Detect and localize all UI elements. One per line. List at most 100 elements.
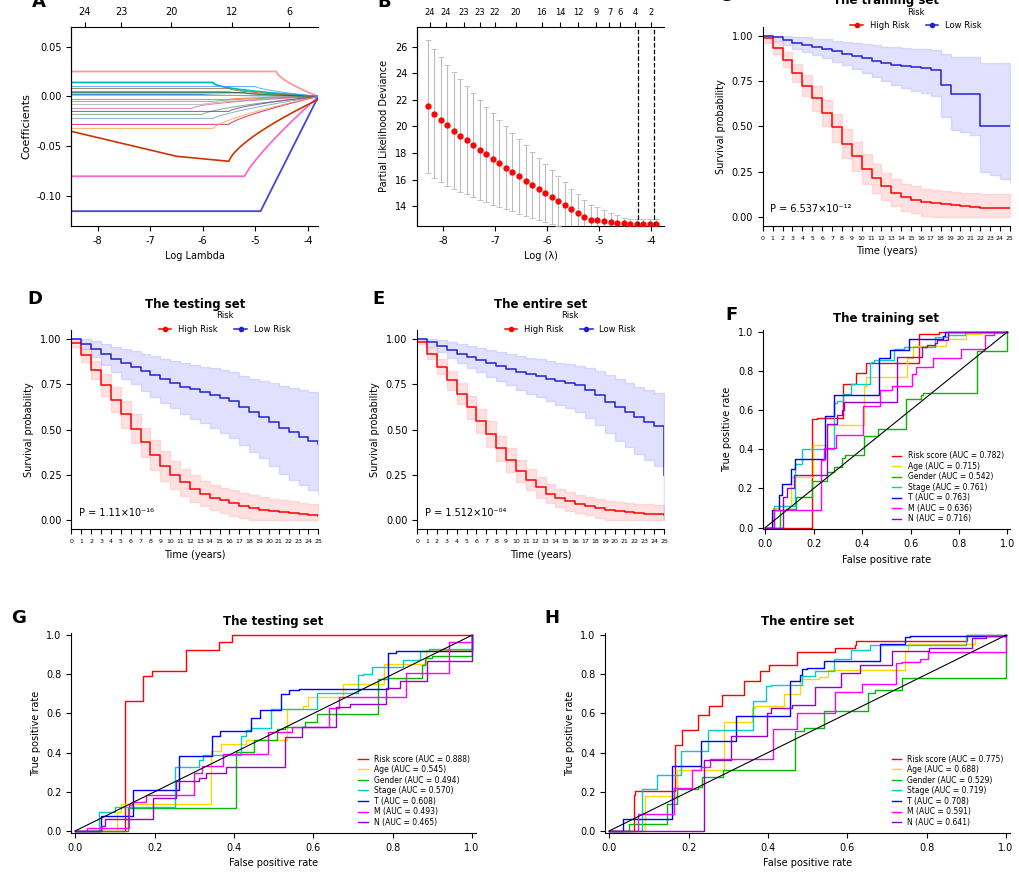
Gender (AUC = 0.529) xyxy=(861,688,873,698)
Stage (AUC = 0.570) xyxy=(423,643,435,654)
M (AUC = 0.636) xyxy=(758,522,770,532)
T (AUC = 0.608) xyxy=(274,688,286,699)
T (AUC = 0.763) xyxy=(788,455,800,465)
Age (AUC = 0.715) xyxy=(806,439,818,450)
Gender (AUC = 0.494) xyxy=(69,826,82,836)
Gender (AUC = 0.542) xyxy=(915,387,927,398)
N (AUC = 0.716) xyxy=(920,340,932,351)
M (AUC = 0.636) xyxy=(1001,327,1013,338)
Text: A: A xyxy=(32,0,46,11)
T (AUC = 0.708) xyxy=(903,631,915,641)
N (AUC = 0.465) xyxy=(393,676,406,687)
T (AUC = 0.708) xyxy=(898,632,910,642)
Line: Gender (AUC = 0.542): Gender (AUC = 0.542) xyxy=(764,332,1007,527)
T (AUC = 0.763) xyxy=(982,327,995,338)
Age (AUC = 0.545) xyxy=(69,826,82,836)
T (AUC = 0.608) xyxy=(69,826,82,836)
Risk score (AUC = 0.775) xyxy=(715,689,728,700)
Gender (AUC = 0.529) xyxy=(722,765,735,775)
M (AUC = 0.636) xyxy=(987,327,1000,338)
Risk score (AUC = 0.888) xyxy=(120,696,132,706)
Risk score (AUC = 0.782) xyxy=(850,368,862,378)
Gender (AUC = 0.494) xyxy=(416,659,428,670)
Age (AUC = 0.545) xyxy=(419,644,431,655)
N (AUC = 0.716) xyxy=(758,522,770,532)
N (AUC = 0.716) xyxy=(946,327,958,338)
T (AUC = 0.608) xyxy=(95,811,107,821)
X-axis label: False positive rate: False positive rate xyxy=(762,859,851,868)
M (AUC = 0.591) xyxy=(905,657,917,667)
M (AUC = 0.591) xyxy=(694,762,706,773)
N (AUC = 0.641) xyxy=(809,682,821,693)
M (AUC = 0.493) xyxy=(399,668,412,679)
Stage (AUC = 0.761) xyxy=(964,327,976,338)
Risk score (AUC = 0.782) xyxy=(928,329,941,339)
Gender (AUC = 0.529) xyxy=(716,765,729,775)
M (AUC = 0.493) xyxy=(286,722,299,733)
Age (AUC = 0.688) xyxy=(812,672,824,682)
Stage (AUC = 0.761) xyxy=(827,398,840,408)
Gender (AUC = 0.529) xyxy=(697,772,709,782)
Risk score (AUC = 0.775) xyxy=(848,639,860,649)
N (AUC = 0.716) xyxy=(842,397,854,408)
X-axis label: Time (years): Time (years) xyxy=(510,550,571,560)
N (AUC = 0.465) xyxy=(95,820,107,831)
Line: M (AUC = 0.493): M (AUC = 0.493) xyxy=(75,635,472,831)
Gender (AUC = 0.529) xyxy=(788,726,800,736)
Line: M (AUC = 0.591): M (AUC = 0.591) xyxy=(608,635,1005,831)
Legend: High Risk, Low Risk: High Risk, Low Risk xyxy=(155,308,293,337)
M (AUC = 0.636) xyxy=(925,353,937,363)
T (AUC = 0.708) xyxy=(999,630,1011,641)
M (AUC = 0.636) xyxy=(767,504,780,515)
N (AUC = 0.465) xyxy=(296,721,308,732)
M (AUC = 0.493) xyxy=(125,797,138,807)
Line: Age (AUC = 0.545): Age (AUC = 0.545) xyxy=(75,635,472,831)
Risk score (AUC = 0.782) xyxy=(963,327,975,338)
Age (AUC = 0.545) xyxy=(280,703,292,714)
T (AUC = 0.608) xyxy=(207,731,219,742)
T (AUC = 0.763) xyxy=(1001,327,1013,338)
Stage (AUC = 0.719) xyxy=(747,696,759,706)
M (AUC = 0.591) xyxy=(827,688,840,698)
N (AUC = 0.716) xyxy=(930,335,943,346)
Stage (AUC = 0.761) xyxy=(863,358,875,369)
Stage (AUC = 0.570) xyxy=(366,661,378,672)
Age (AUC = 0.545) xyxy=(111,806,123,817)
T (AUC = 0.708) xyxy=(913,631,925,641)
Line: T (AUC = 0.708): T (AUC = 0.708) xyxy=(608,635,1005,831)
Risk score (AUC = 0.775) xyxy=(627,789,639,800)
Gender (AUC = 0.542) xyxy=(970,346,982,356)
Risk score (AUC = 0.782) xyxy=(810,413,822,424)
Risk score (AUC = 0.888) xyxy=(238,630,251,641)
Gender (AUC = 0.494) xyxy=(310,709,322,719)
Line: T (AUC = 0.608): T (AUC = 0.608) xyxy=(75,635,472,831)
Risk score (AUC = 0.775) xyxy=(761,660,773,671)
M (AUC = 0.636) xyxy=(909,361,921,372)
Y-axis label: Survival probability: Survival probability xyxy=(715,79,726,174)
N (AUC = 0.641) xyxy=(786,700,798,711)
M (AUC = 0.636) xyxy=(928,353,941,363)
Stage (AUC = 0.719) xyxy=(769,680,782,690)
Risk score (AUC = 0.782) xyxy=(837,379,849,390)
T (AUC = 0.708) xyxy=(729,711,741,721)
N (AUC = 0.465) xyxy=(466,630,478,641)
Stage (AUC = 0.761) xyxy=(758,522,770,532)
Age (AUC = 0.545) xyxy=(429,644,441,655)
M (AUC = 0.591) xyxy=(855,679,867,689)
N (AUC = 0.641) xyxy=(886,646,898,657)
Risk score (AUC = 0.888) xyxy=(225,630,237,641)
Legend: High Risk, Low Risk: High Risk, Low Risk xyxy=(846,4,984,34)
Risk score (AUC = 0.888) xyxy=(269,630,281,641)
Line: N (AUC = 0.716): N (AUC = 0.716) xyxy=(764,332,1007,527)
M (AUC = 0.493) xyxy=(69,826,82,836)
N (AUC = 0.641) xyxy=(866,659,878,670)
Legend: High Risk, Low Risk: High Risk, Low Risk xyxy=(500,308,639,337)
Stage (AUC = 0.761) xyxy=(897,342,909,353)
T (AUC = 0.608) xyxy=(284,684,297,695)
Stage (AUC = 0.570) xyxy=(466,630,478,641)
N (AUC = 0.641) xyxy=(760,708,772,719)
Age (AUC = 0.715) xyxy=(857,381,869,392)
Gender (AUC = 0.542) xyxy=(835,453,847,463)
M (AUC = 0.493) xyxy=(322,703,334,713)
Age (AUC = 0.545) xyxy=(302,692,314,703)
